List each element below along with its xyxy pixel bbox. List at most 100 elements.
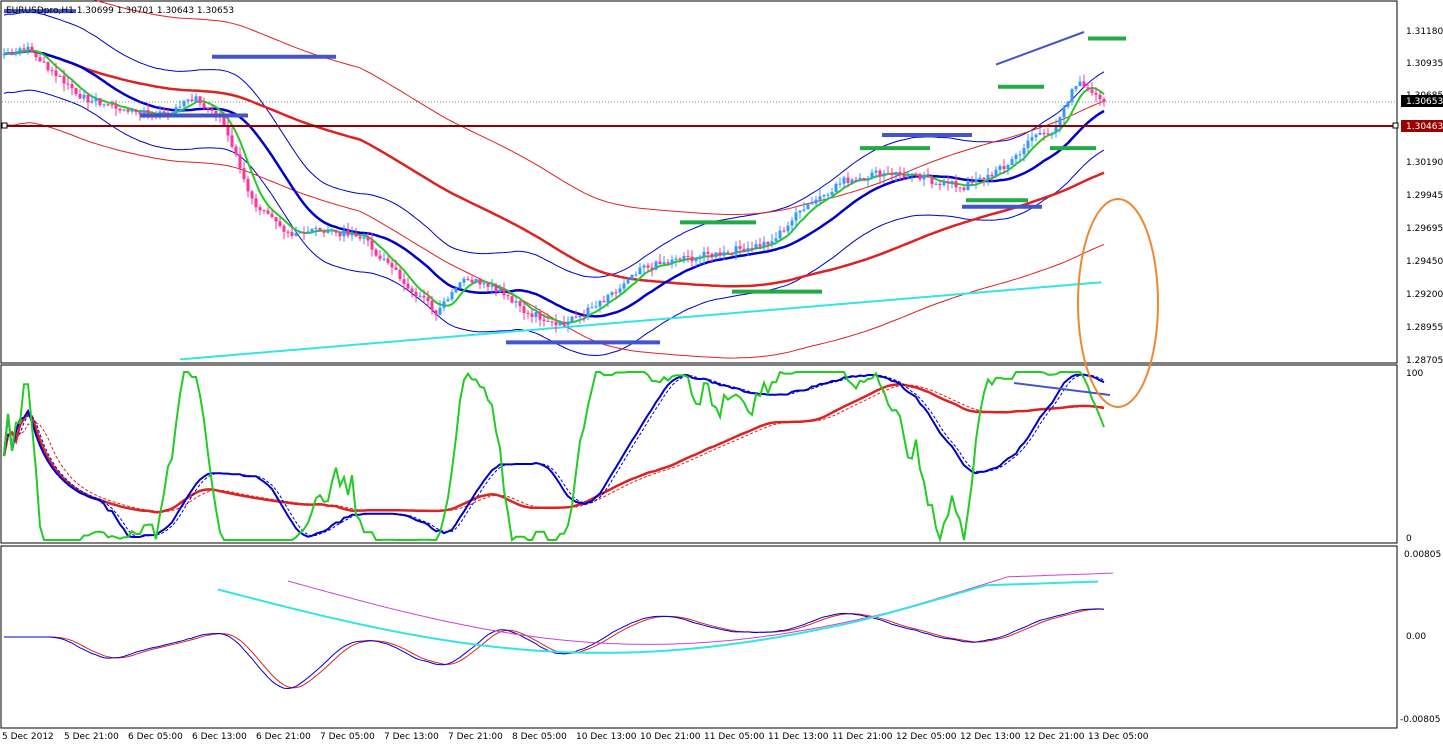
candle-body — [138, 112, 142, 115]
candle-body — [718, 252, 722, 256]
candle-body — [26, 46, 30, 50]
candle-body — [1034, 134, 1038, 138]
candle-body — [410, 288, 414, 292]
highlight-ellipse[interactable] — [1077, 198, 1159, 408]
candle-body — [482, 283, 486, 285]
annotations-layer — [4, 9, 1159, 408]
candle-body — [82, 94, 86, 99]
candle-body — [130, 109, 134, 112]
candle-body — [174, 107, 178, 113]
candle-body — [1058, 117, 1062, 126]
candle-body — [250, 191, 254, 199]
price-tick-label: 1.30935 — [1406, 59, 1443, 69]
candle-body — [454, 288, 458, 293]
candle-body — [834, 184, 838, 192]
candle-body — [6, 52, 10, 55]
candle-body — [86, 94, 90, 103]
candle-body — [1074, 86, 1078, 90]
current-price-label: 1.30653 — [1406, 97, 1443, 107]
horizontal-level-handle-right[interactable] — [1392, 122, 1399, 129]
price-tick-label: 1.29200 — [1406, 290, 1443, 300]
candle-body — [918, 174, 922, 180]
candle-body — [302, 232, 306, 234]
candle-body — [54, 70, 58, 76]
candle-body — [290, 232, 294, 236]
candle-body — [370, 240, 374, 250]
candle-body — [658, 261, 662, 264]
candle-body — [1066, 101, 1070, 107]
horizontal-level-label: 1.30463 — [1406, 122, 1443, 132]
candle-body — [350, 233, 354, 236]
candle-body — [950, 181, 954, 184]
candle-body — [186, 99, 190, 102]
candle-body — [242, 168, 246, 180]
candle-body — [246, 179, 250, 192]
candle-body — [58, 75, 62, 77]
candle-body — [954, 181, 958, 188]
candle-body — [598, 301, 602, 307]
candle-body — [362, 237, 366, 239]
candle-body — [438, 307, 442, 315]
time-tick-label: 13 Dec 05:00 — [1088, 732, 1149, 742]
trendline[interactable] — [995, 31, 1085, 66]
candle-body — [686, 256, 690, 257]
candle-body — [366, 237, 370, 241]
candle-body — [322, 231, 326, 233]
candle-body — [590, 307, 594, 309]
candle-body — [374, 249, 378, 256]
candle-body — [62, 76, 66, 84]
candle-body — [914, 173, 918, 175]
candle-body — [122, 109, 126, 111]
candle-body — [1070, 89, 1074, 102]
candle-body — [1078, 81, 1082, 87]
candle-body — [214, 110, 218, 116]
candle-body — [74, 88, 78, 95]
candle-body — [202, 103, 206, 108]
time-tick-label: 7 Dec 05:00 — [320, 732, 375, 742]
candle-body — [758, 244, 762, 247]
candle-body — [394, 267, 398, 270]
candle-body — [118, 108, 122, 111]
candle-body — [1054, 125, 1058, 133]
ma-slow-line — [3, 49, 1105, 288]
candle-body — [690, 256, 694, 262]
candle-body — [670, 259, 674, 264]
candle-body — [630, 275, 634, 280]
candle-body — [646, 265, 650, 268]
candle-body — [358, 236, 362, 239]
candle-body — [418, 295, 422, 297]
candle-body — [466, 278, 470, 280]
candle-body — [270, 213, 274, 217]
candle-body — [134, 109, 138, 113]
candle-body — [774, 238, 778, 242]
oscillator-trendline[interactable] — [1013, 382, 1111, 396]
candle-body — [42, 61, 46, 63]
candle-body — [190, 99, 194, 102]
time-tick-label: 6 Dec 13:00 — [192, 732, 247, 742]
candle-body — [1030, 137, 1034, 141]
candle-body — [106, 104, 110, 106]
candle-body — [390, 262, 394, 268]
candle-body — [46, 62, 50, 71]
candle-body — [490, 285, 494, 287]
candle-body — [910, 173, 914, 176]
time-tick-label: 11 Dec 21:00 — [832, 732, 893, 742]
candle-body — [794, 212, 798, 221]
candle-body — [38, 57, 42, 62]
horizontal-level-handle-left[interactable] — [1, 122, 8, 129]
candle-body — [866, 178, 870, 180]
time-tick-label: 12 Dec 21:00 — [1024, 732, 1085, 742]
time-tick-label: 5 Dec 2012 — [2, 732, 54, 742]
candle-body — [722, 252, 726, 256]
candle-body — [766, 241, 770, 245]
candle-body — [234, 146, 238, 155]
candle-body — [614, 292, 618, 294]
candle-body — [166, 112, 170, 114]
candle-body — [198, 96, 202, 104]
candle-body — [1082, 81, 1086, 88]
candle-body — [194, 96, 198, 102]
candle-body — [162, 111, 166, 113]
price-tick-label: 1.31180 — [1406, 27, 1443, 37]
candle-body — [230, 135, 234, 147]
